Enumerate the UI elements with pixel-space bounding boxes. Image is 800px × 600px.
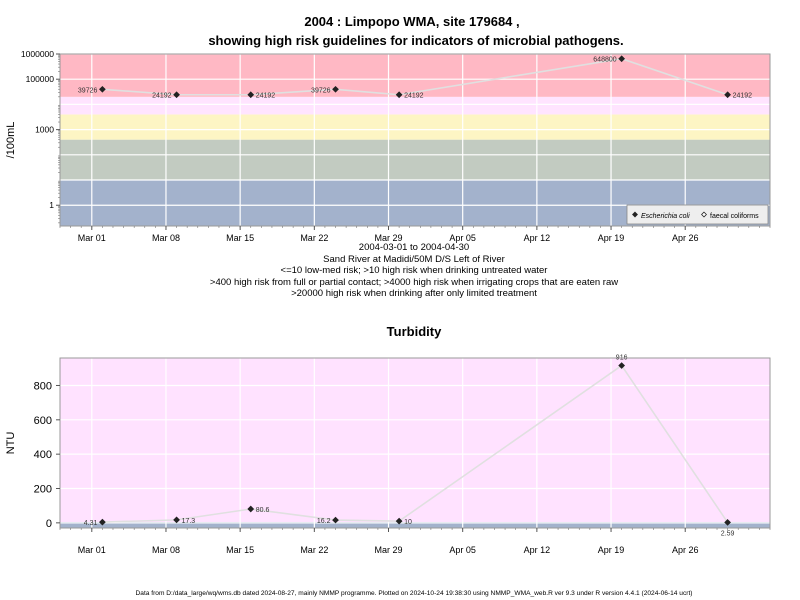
subtitle-risk-treatment: >20000 high risk when drinking after onl… (291, 288, 537, 299)
y-tick-label: 1 (49, 200, 54, 210)
legend: Escherichia coli faecal coliforms (626, 204, 769, 225)
plot-frame (59, 53, 771, 227)
subtitle-risk-contact: >400 high risk from full or partial cont… (210, 277, 618, 288)
data-label: 10 (404, 519, 412, 526)
x-tick-label: Apr 12 (524, 545, 551, 555)
x-tick-label: Mar 22 (300, 545, 328, 555)
data-label: 24192 (152, 93, 172, 100)
x-tick-label: Apr 19 (598, 545, 625, 555)
data-label: 17.3 (182, 518, 196, 525)
x-tick-label: Apr 19 (598, 233, 625, 243)
x-tick-label: Mar 22 (300, 233, 328, 243)
x-tick-label: Mar 08 (152, 545, 180, 555)
turbidity-point (724, 519, 731, 526)
subtitle-site: Sand River at Madidi/50M D/S Left of Riv… (323, 254, 505, 265)
data-label: 2.59 (721, 530, 735, 537)
ecoli-point (618, 55, 626, 63)
legend-label-faecal: faecal coliforms (710, 213, 759, 220)
base-band (60, 521, 770, 528)
legend-label-ecoli: Escherichia coli (641, 213, 690, 220)
x-tick-label: Mar 15 (226, 545, 254, 555)
data-label: 39726 (78, 87, 98, 94)
data-label: 24192 (733, 93, 753, 100)
data-label: 648800 (593, 57, 616, 64)
ecoli-point (99, 85, 106, 93)
data-label: 39726 (311, 87, 331, 94)
grid-lines (60, 358, 770, 528)
subtitle-risk-drinking: <=10 low-med risk; >10 high risk when dr… (281, 265, 548, 276)
ecoli-point (332, 85, 339, 93)
x-tick-label: Mar 15 (226, 233, 254, 243)
turbidity-title: Turbidity (387, 324, 442, 339)
turbidity-point (99, 518, 106, 526)
turbidity-chart: 4.31 17.380.616.2 109162.590200400600800Ma… (5, 355, 771, 555)
x-tick-label: Mar 01 (78, 233, 106, 243)
x-tick-label: Mar 29 (374, 233, 402, 243)
x-tick-label: Mar 29 (374, 545, 402, 555)
legend-box (626, 204, 769, 225)
legend-marker-faecal (701, 211, 707, 218)
turbidity-point (332, 516, 339, 524)
y-tick-label: 200 (34, 484, 52, 496)
subtitle-period: 2004-03-01 to 2004-04-30 (359, 242, 469, 253)
ecoli-point (173, 91, 180, 99)
chart-title-line2: showing high risk guidelines for indicat… (208, 33, 623, 48)
band-contact (60, 139, 770, 181)
chart-title-line1: 2004 : Limpopo WMA, site 179684 , (304, 14, 519, 29)
y-tick-label: 100000 (26, 74, 55, 84)
y-axis-label: /100mL (5, 122, 17, 159)
x-tick-label: Apr 12 (524, 233, 551, 243)
x-tick-label: Apr 05 (449, 545, 476, 555)
ecoli-point (724, 91, 731, 99)
band-irrigation (60, 114, 770, 140)
footer-note: Data from D:/data_large/wq/wms.db dated … (136, 590, 693, 597)
x-tick-label: Apr 26 (672, 545, 699, 555)
band-limited-treatment (60, 96, 770, 115)
y-tick-label: 1000000 (21, 49, 54, 59)
y-tick-label: 800 (34, 380, 52, 392)
plot-background (60, 358, 770, 528)
x-tick-label: Mar 01 (78, 545, 106, 555)
turbidity-point (247, 505, 255, 513)
legend-marker-ecoli (632, 211, 638, 218)
data-label: 16.2 (317, 518, 331, 525)
x-tick-label: Mar 08 (152, 233, 180, 243)
x-tick-label: Apr 05 (449, 233, 476, 243)
data-label: 4.31 (84, 520, 98, 527)
x-tick-label: Apr 26 (672, 233, 699, 243)
data-label: 24192 (404, 93, 424, 100)
turbidity-point (618, 362, 626, 369)
y-tick-label: 1000 (35, 125, 54, 135)
microbial-chart: 39726 24192 24192 39726 24192 648800 24192 1000… (5, 49, 771, 243)
turbidity-point (173, 516, 180, 524)
data-label: 24192 (256, 93, 276, 100)
y-axis-label: NTU (5, 432, 17, 455)
y-tick-label: 600 (34, 415, 52, 427)
y-tick-label: 0 (46, 518, 52, 530)
ecoli-point (247, 91, 255, 99)
plot-frame (59, 357, 771, 529)
y-tick-label: 400 (34, 449, 52, 461)
chart-subtitle: 2004-03-01 to 2004-04-30 Sand River at M… (210, 242, 618, 299)
ecoli-point (395, 91, 403, 99)
turbidity-point (395, 517, 403, 525)
data-label: 80.6 (256, 507, 270, 514)
band-high-risk (60, 54, 770, 97)
